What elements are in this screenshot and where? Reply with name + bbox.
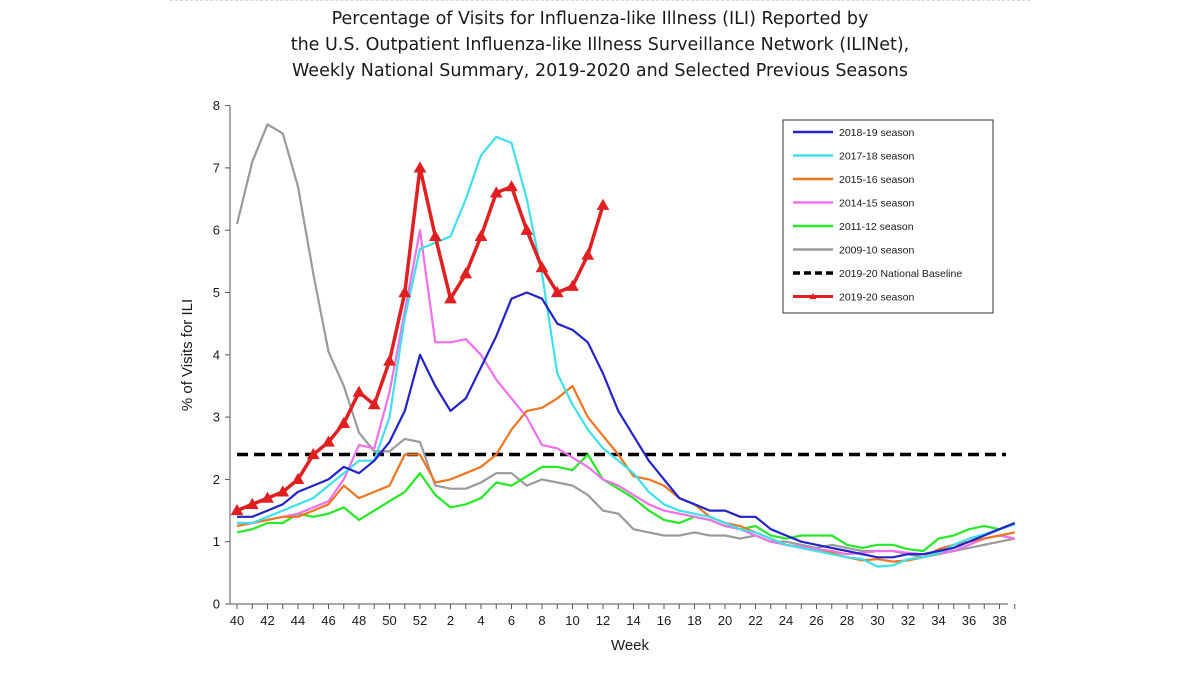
chart-title-line-1: Percentage of Visits for Influenza-like … xyxy=(331,9,869,29)
y-tick-label: 1 xyxy=(213,534,220,549)
y-tick-label: 4 xyxy=(213,347,220,362)
series-marker-2019-20-season xyxy=(245,497,259,509)
x-tick-label: 28 xyxy=(840,613,854,628)
legend-label: 2009-10 season xyxy=(839,244,914,256)
x-tick-label: 30 xyxy=(870,613,884,628)
series-marker-2019-20-season xyxy=(566,279,579,291)
x-tick-label: 26 xyxy=(809,613,823,628)
x-tick-label: 4 xyxy=(477,613,484,628)
x-tick-label: 32 xyxy=(901,613,915,628)
series-marker-2019-20-season xyxy=(535,261,549,273)
series-marker-2019-20-season xyxy=(444,292,457,304)
y-tick-label: 3 xyxy=(213,410,220,425)
x-tick-label: 14 xyxy=(626,613,640,628)
series-marker-2019-20-season xyxy=(322,435,335,447)
x-tick-label: 12 xyxy=(596,613,610,628)
legend-box xyxy=(782,119,994,314)
y-tick-label: 5 xyxy=(213,285,220,300)
y-tick-label: 6 xyxy=(213,223,220,238)
x-tick-label: 16 xyxy=(657,613,671,628)
legend-label: 2019-20 season xyxy=(839,291,914,303)
x-tick-label: 36 xyxy=(962,613,976,628)
x-tick-label: 34 xyxy=(931,613,945,628)
series-marker-2019-20-season xyxy=(474,229,488,242)
chart-title-line-3: Weekly National Summary, 2019-2020 and S… xyxy=(292,61,908,81)
legend-label: 2017-18 season xyxy=(839,150,914,162)
x-tick-label: 10 xyxy=(565,613,579,628)
x-tick-label: 52 xyxy=(413,613,427,628)
y-tick-label: 7 xyxy=(213,160,220,175)
x-tick-label: 50 xyxy=(382,613,396,628)
series-marker-2019-20-season xyxy=(489,186,503,198)
x-tick-label: 18 xyxy=(687,613,701,628)
series-marker-2019-20-season xyxy=(398,285,412,298)
x-tick-label: 46 xyxy=(321,613,335,628)
series-marker-2019-20-season xyxy=(596,198,610,210)
y-tick-label: 2 xyxy=(213,472,220,487)
x-tick-label: 2 xyxy=(447,613,454,628)
x-tick-label: 48 xyxy=(352,613,366,628)
legend-label: 2018-19 season xyxy=(839,127,914,139)
chart-title-line-2: the U.S. Outpatient Influenza-like Illne… xyxy=(290,35,910,55)
series-marker-2019-20-season xyxy=(520,223,534,235)
y-tick-label: 8 xyxy=(213,98,220,113)
x-tick-label: 22 xyxy=(748,613,762,628)
series-marker-2019-20-season xyxy=(306,447,320,460)
series-marker-2019-20-season xyxy=(367,398,381,410)
series-line-2015-16-season xyxy=(236,384,1016,563)
series-marker-2019-20-season xyxy=(413,161,427,173)
legend-label: 2015-16 season xyxy=(839,174,914,186)
series-line-2018-19-season xyxy=(237,291,1016,559)
x-tick-label: 42 xyxy=(260,613,274,628)
series-marker-2019-20-season xyxy=(337,416,351,428)
series-marker-2019-20-season xyxy=(383,354,396,366)
series-line-2017-18-season xyxy=(237,135,1016,568)
series-marker-2019-20-season xyxy=(230,504,244,516)
legend-label: 2019-20 National Baseline xyxy=(839,268,962,280)
x-axis-ticks: 40 42 44 46 48 50 52 2 4 6 8 10 12 14 16 18 20 22 24 26 28 30… xyxy=(230,604,1016,628)
y-tick-label: 0 xyxy=(213,597,220,612)
series-marker-2019-20-season xyxy=(276,485,290,497)
x-tick-label: 6 xyxy=(508,613,515,628)
x-tick-label: 20 xyxy=(718,613,732,628)
series-marker-2019-20-season xyxy=(505,180,518,192)
series-line-2011-12-season xyxy=(236,453,1016,553)
y-axis-label: % of Visits for ILI xyxy=(179,299,196,411)
x-tick-label: 40 xyxy=(230,613,244,628)
series-layer xyxy=(230,123,1016,568)
legend-label: 2014-15 season xyxy=(839,197,914,209)
x-tick-label: 38 xyxy=(992,613,1006,628)
series-marker-2019-20-season xyxy=(291,472,305,485)
series-marker-2019-20-season xyxy=(352,385,366,397)
series-marker-2019-20-season xyxy=(261,491,274,503)
y-axis-ticks: 0 1 2 3 4 5 6 7 8 xyxy=(213,98,230,612)
series-marker-2019-20-season xyxy=(459,267,473,279)
chart-title: Percentage of Visits for Influenza-like … xyxy=(0,6,1200,84)
series-marker-2019-20-season xyxy=(428,229,442,242)
legend-marker xyxy=(809,293,817,300)
top-border-dashed xyxy=(170,0,1030,1)
x-tick-label: 8 xyxy=(538,613,545,628)
x-tick-label: 24 xyxy=(779,613,793,628)
series-marker-2019-20-season xyxy=(550,285,564,298)
legend-label: 2011-12 season xyxy=(839,221,914,233)
series-line-2019-20-season xyxy=(236,166,605,513)
x-axis-label: Week xyxy=(611,637,650,654)
x-tick-label: 44 xyxy=(291,613,305,628)
series-marker-2019-20-season xyxy=(581,248,595,260)
legend: 2018-19 season 2017-18 season 2015-16 seas… xyxy=(782,119,994,314)
series-line-2014-15-season xyxy=(237,229,1016,556)
